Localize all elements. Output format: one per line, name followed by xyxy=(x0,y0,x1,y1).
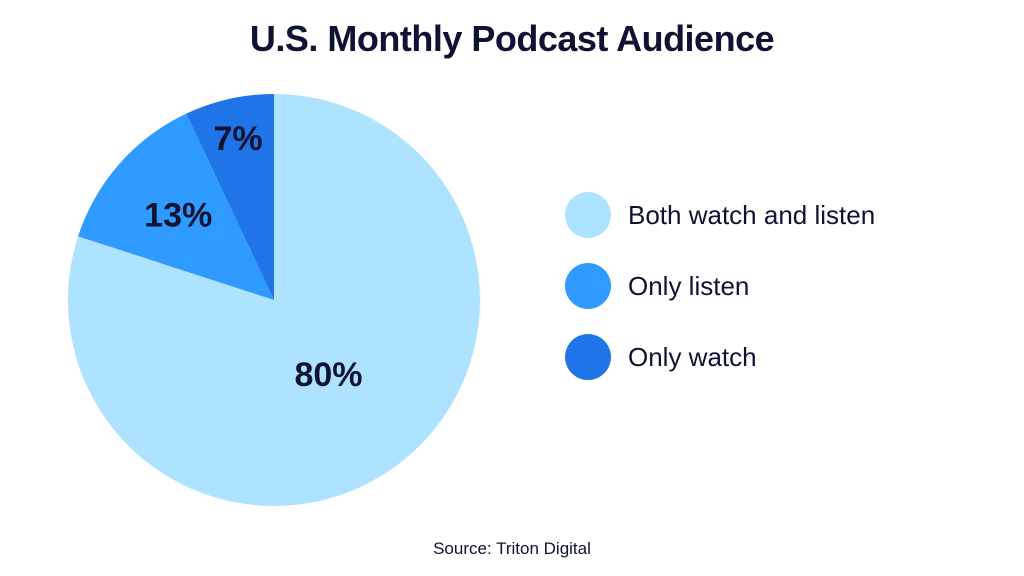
legend-item-both-watch-and-listen: Both watch and listen xyxy=(565,192,875,238)
pie-slice-label-both-watch-and-listen: 80% xyxy=(294,356,362,394)
legend-swatch-only-listen xyxy=(565,263,611,309)
legend-item-only-watch: Only watch xyxy=(565,334,875,380)
pie-slice-only-watch xyxy=(186,94,274,300)
pie-slice-label-only-watch: 7% xyxy=(213,120,262,158)
legend: Both watch and listen Only listen Only w… xyxy=(565,192,875,405)
legend-swatch-only-watch xyxy=(565,334,611,380)
source-note: Source: Triton Digital xyxy=(433,539,591,558)
legend-label-only-listen: Only listen xyxy=(628,270,750,301)
legend-item-only-listen: Only listen xyxy=(565,263,875,309)
legend-swatch-both-watch-and-listen xyxy=(565,192,611,238)
pie-slice-only-listen xyxy=(78,113,274,301)
pie-slice-label-only-listen: 13% xyxy=(144,197,212,235)
legend-label-both-watch-and-listen: Both watch and listen xyxy=(628,199,876,230)
legend-label-only-watch: Only watch xyxy=(628,341,757,372)
chart-title: U.S. Monthly Podcast Audience xyxy=(249,18,775,59)
